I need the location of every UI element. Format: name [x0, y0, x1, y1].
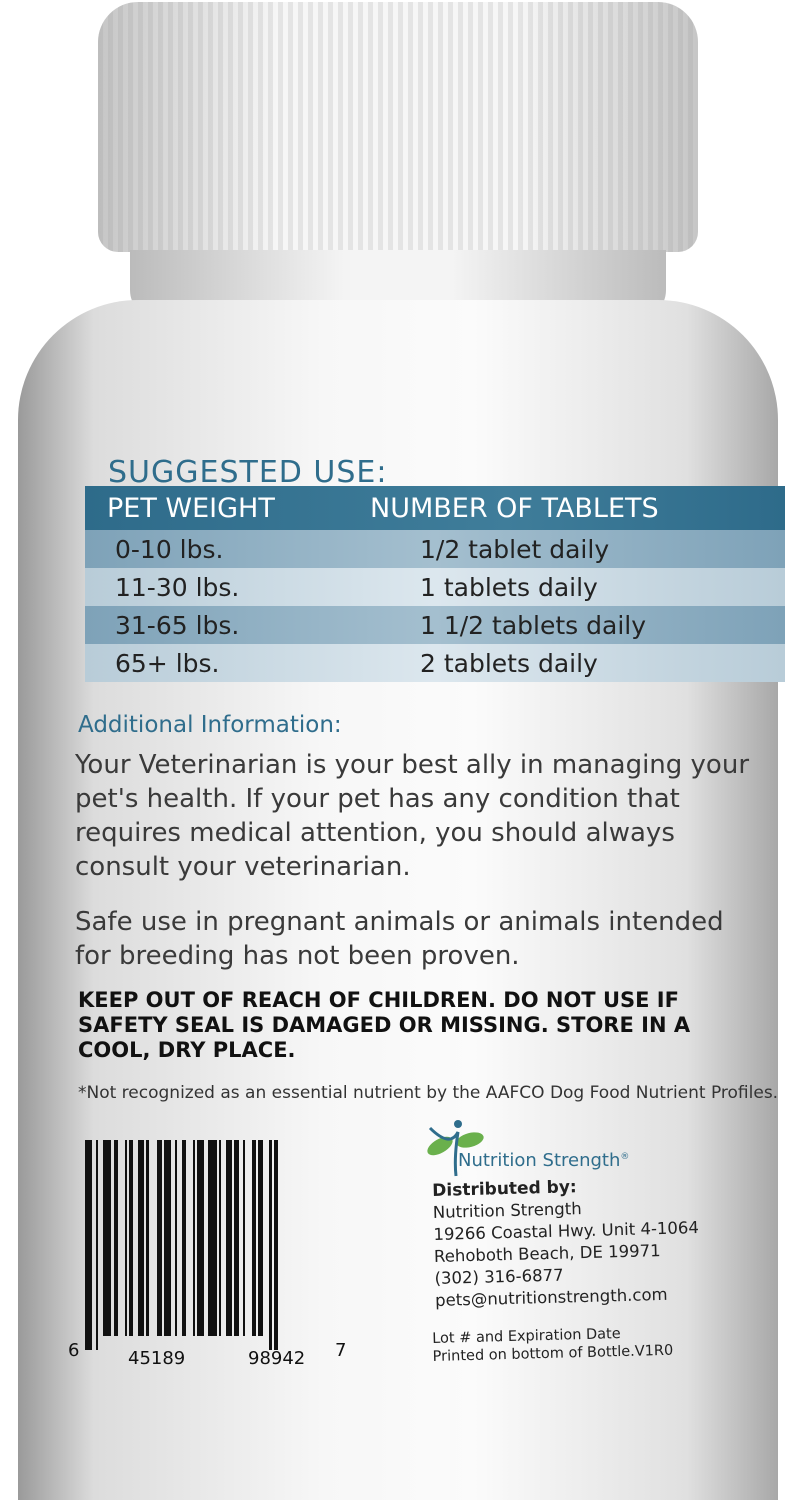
tablets-cell: 1/2 tablet daily [420, 534, 610, 564]
distributor-phone: (302) 316-6877 [434, 1265, 564, 1288]
table-row: 11-30 lbs. 1 tablets daily [85, 568, 785, 606]
barcode-bar [225, 1140, 233, 1336]
distributor-info: Distributed by: Nutrition Strength 19266… [432, 1173, 701, 1312]
barcode-digits-left: 45189 [128, 1348, 186, 1369]
barcode-bar [273, 1140, 279, 1350]
barcode-digits-right: 98942 [248, 1348, 306, 1369]
barcode-bar [258, 1140, 263, 1336]
distributor-city: Rehoboth Beach, DE 19971 [433, 1241, 661, 1266]
barcode-bar [207, 1140, 217, 1336]
footnote: *Not recognized as an essential nutrient… [78, 1083, 779, 1103]
barcode-digit-first: 6 [68, 1340, 80, 1361]
distributor-email: pets@nutritionstrength.com [434, 1284, 668, 1310]
tablets-cell: 1 1/2 tablets daily [420, 610, 647, 640]
barcode-digit-last: 7 [335, 1340, 347, 1361]
distributor-name: Nutrition Strength [432, 1199, 582, 1222]
barcode-bar [95, 1140, 99, 1350]
barcode-bar [146, 1140, 149, 1336]
barcode-bar [192, 1140, 195, 1336]
weight-cell: 11-30 lbs. [115, 572, 240, 602]
tablets-cell: 1 tablets daily [420, 572, 598, 602]
barcode-bar [251, 1140, 257, 1336]
table-row: 0-10 lbs. 1/2 tablet daily [85, 530, 785, 568]
weight-cell: 0-10 lbs. [115, 534, 224, 564]
safety-warning: KEEP OUT OF REACH OF CHILDREN. DO NOT US… [78, 988, 691, 1062]
weight-cell: 65+ lbs. [115, 648, 220, 678]
barcode-bar [181, 1140, 186, 1336]
barcode-bar [175, 1140, 178, 1336]
barcode [85, 1140, 325, 1350]
table-header: PET WEIGHT NUMBER OF TABLETS [85, 486, 785, 530]
cap-shading [98, 2, 698, 252]
barcode-space [263, 1140, 270, 1336]
barcode-bar [196, 1140, 204, 1336]
brand-logo-icon [427, 1120, 484, 1177]
barcode-bar [137, 1140, 145, 1336]
barcode-bar [218, 1140, 222, 1336]
barcode-bar [102, 1140, 112, 1336]
barcode-bar [113, 1140, 118, 1336]
barcode-space [186, 1140, 193, 1336]
suggested-use-title: SUGGESTED USE: [108, 455, 388, 490]
dosage-table: PET WEIGHT NUMBER OF TABLETS 0-10 lbs. 1… [85, 486, 785, 682]
barcode-bar [234, 1140, 239, 1336]
barcode-space [245, 1140, 252, 1336]
vet-advice-text: Your Veterinarian is your best ally in m… [75, 750, 750, 882]
barcode-bar [128, 1140, 134, 1336]
lot-info: Lot # and Expiration Date Printed on bot… [432, 1324, 673, 1366]
distributor-heading: Distributed by: [432, 1177, 577, 1201]
lot-line-2: Printed on bottom of Bottle.V1R0 [432, 1342, 674, 1365]
barcode-bar [157, 1140, 162, 1336]
header-pet-weight: PET WEIGHT [107, 492, 275, 524]
barcode-space [118, 1140, 125, 1336]
header-number-of-tablets: NUMBER OF TABLETS [370, 492, 659, 524]
additional-info-heading: Additional Information: [78, 712, 342, 738]
brand-name-text: Nutrition Strength [458, 1150, 621, 1171]
table-row: 65+ lbs. 2 tablets daily [85, 644, 785, 682]
barcode-bar [85, 1140, 92, 1350]
pregnancy-warning-text: Safe use in pregnant animals or animals … [75, 907, 724, 971]
barcode-bar [269, 1140, 272, 1350]
barcode-bar [164, 1140, 171, 1336]
barcode-bar [124, 1140, 127, 1336]
brand-name: Nutrition Strength® [458, 1150, 629, 1171]
weight-cell: 31-65 lbs. [115, 610, 240, 640]
tablets-cell: 2 tablets daily [420, 648, 598, 678]
registered-mark: ® [620, 1152, 630, 1162]
barcode-bar [243, 1140, 246, 1336]
table-row: 31-65 lbs. 1 1/2 tablets daily [85, 606, 785, 644]
barcode-space [149, 1140, 158, 1336]
